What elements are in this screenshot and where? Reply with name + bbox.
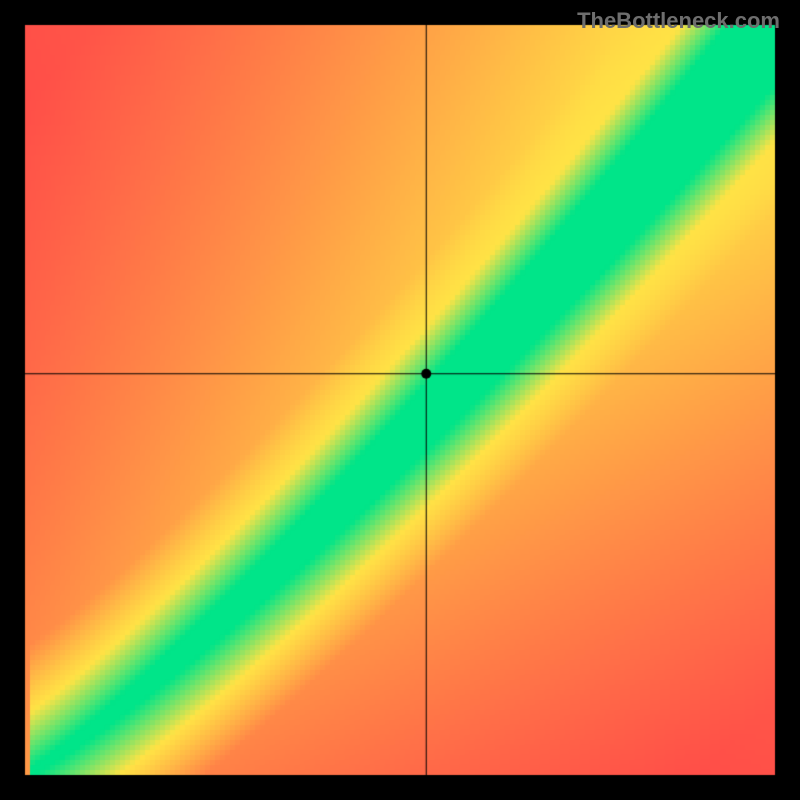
bottleneck-heatmap (0, 0, 800, 800)
chart-container: TheBottleneck.com (0, 0, 800, 800)
watermark-text: TheBottleneck.com (577, 8, 780, 34)
